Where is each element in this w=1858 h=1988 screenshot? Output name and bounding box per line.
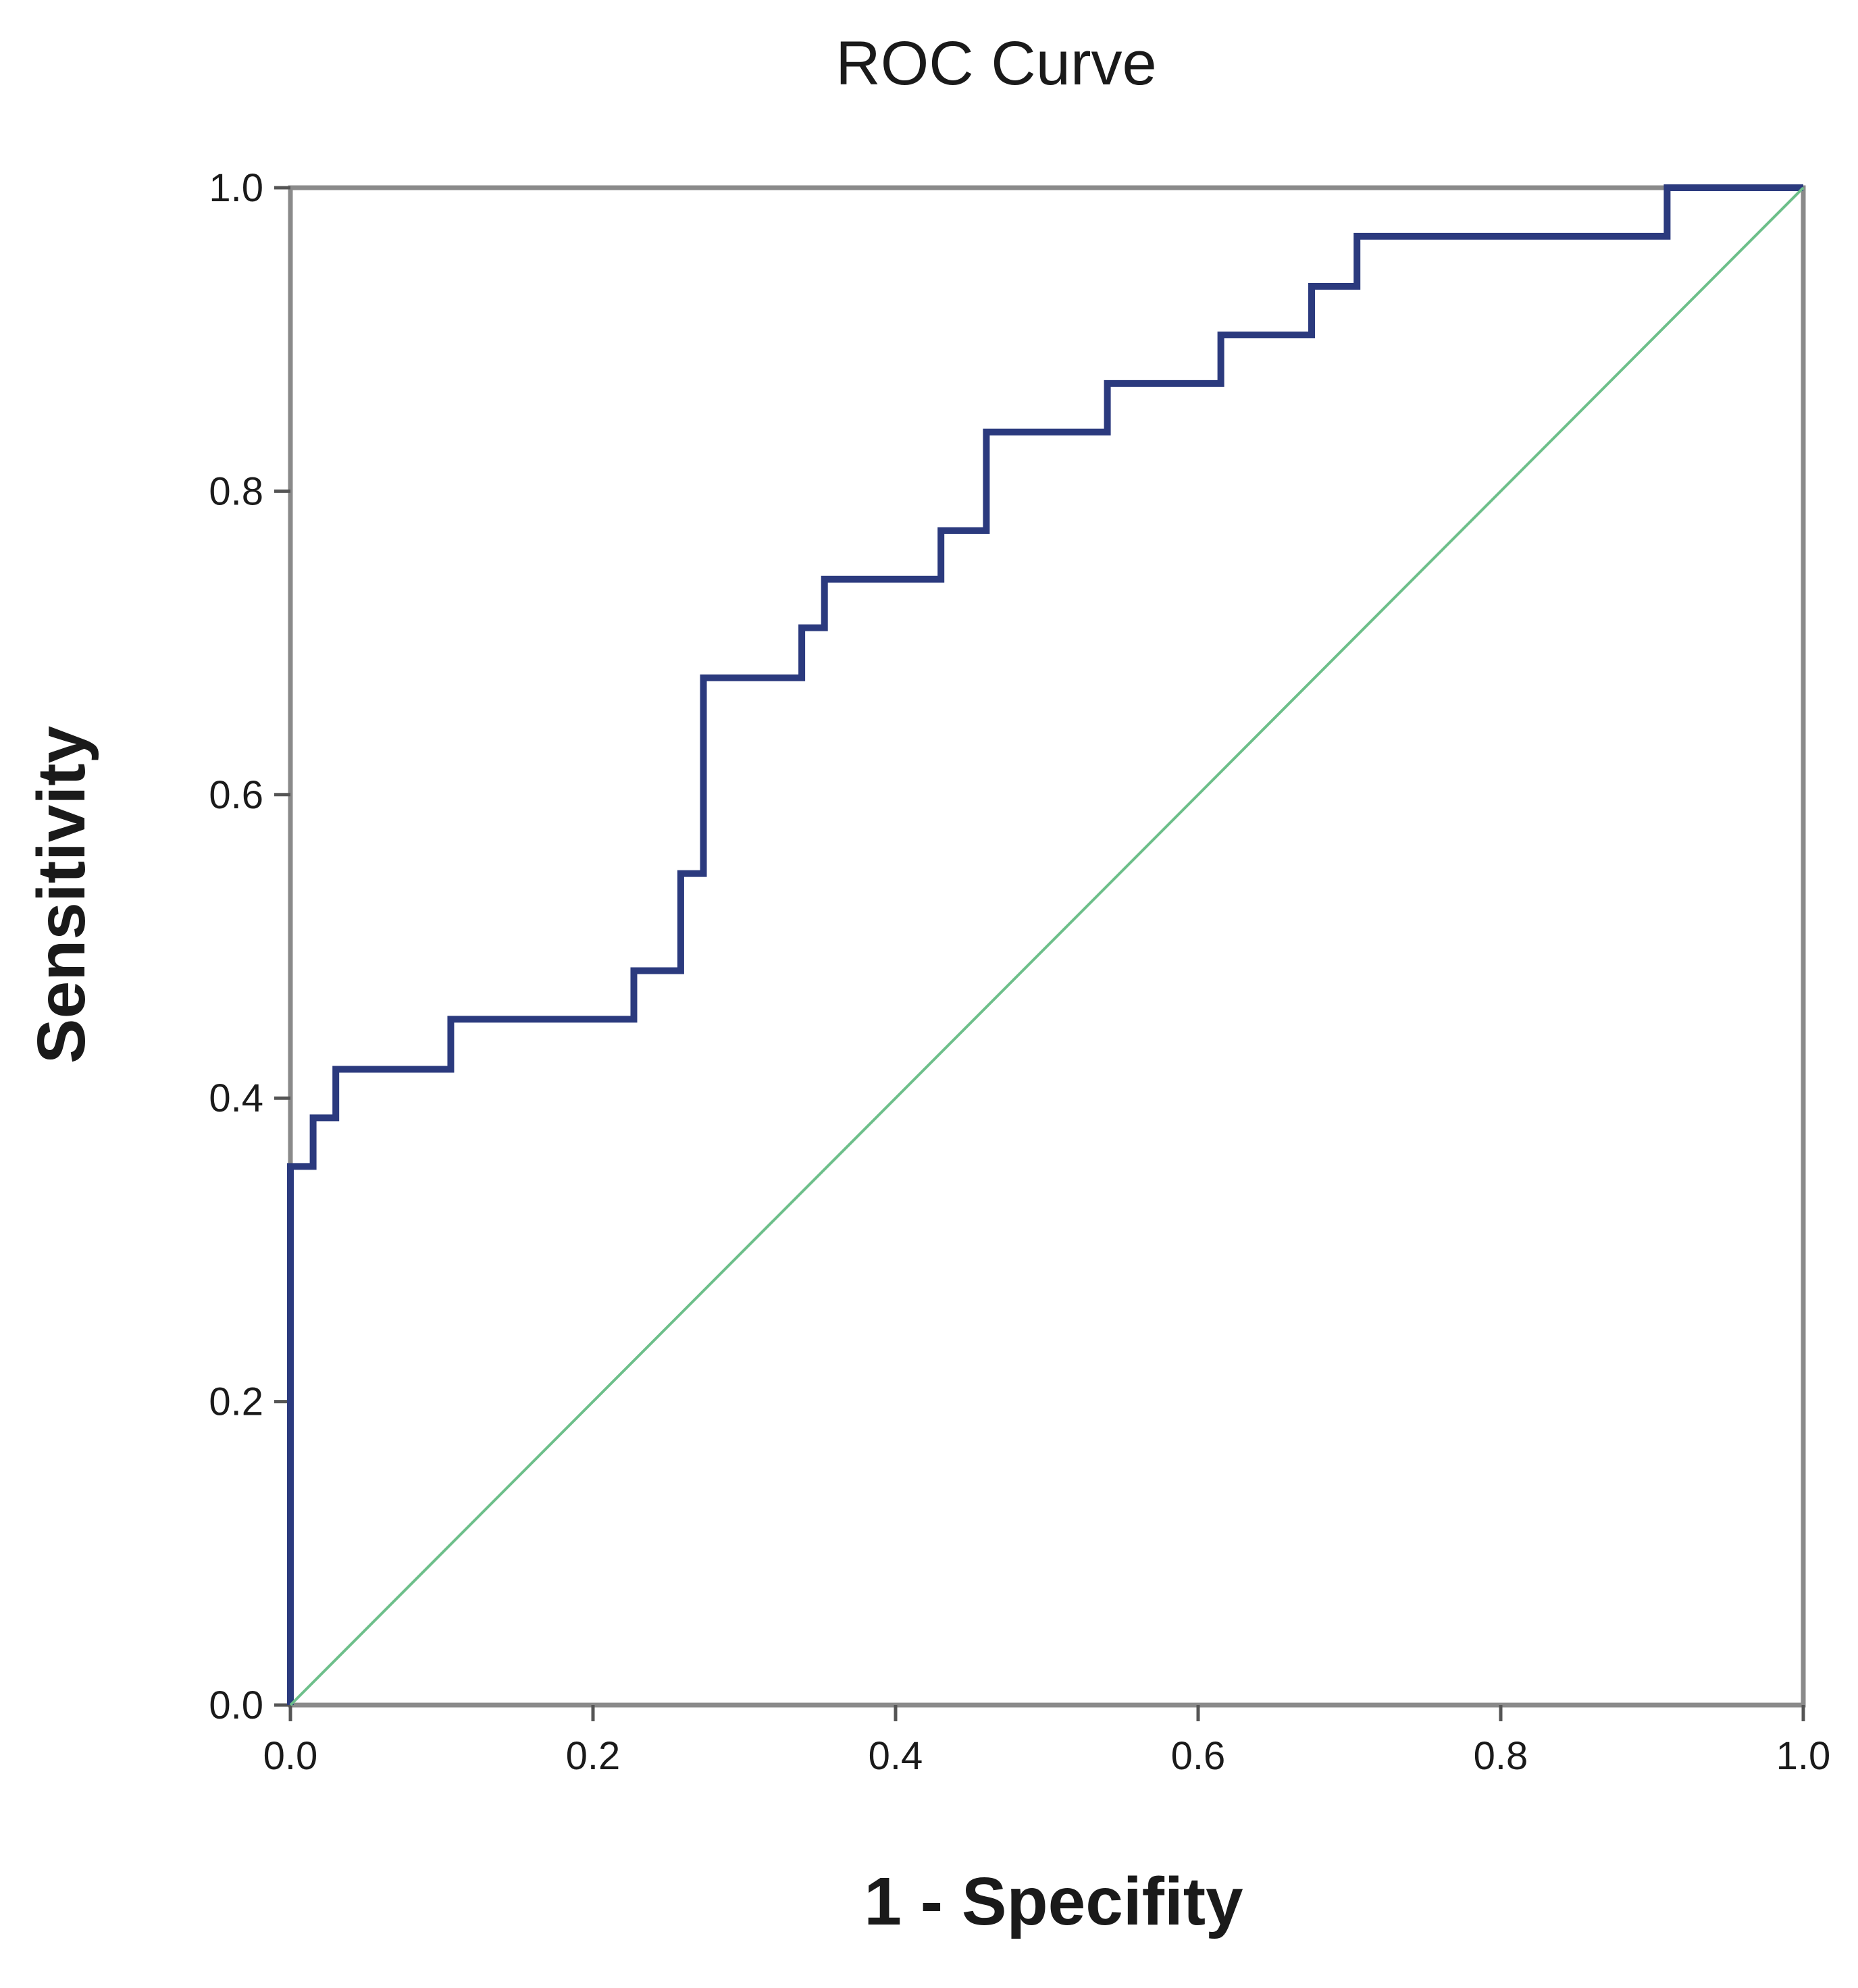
y-tick-label: 0.6 bbox=[209, 773, 263, 817]
plot-frame bbox=[288, 185, 1806, 1708]
y-tick-label: 1.0 bbox=[209, 166, 263, 210]
chart-title: ROC Curve bbox=[835, 29, 1156, 98]
y-axis-label: Sensitivity bbox=[24, 726, 99, 1064]
y-tick-label: 0.8 bbox=[209, 469, 263, 513]
x-tick-label: 0.6 bbox=[1171, 1734, 1226, 1778]
x-tick-label: 0.4 bbox=[869, 1734, 923, 1778]
x-axis-label: 1 - Specifity bbox=[864, 1864, 1243, 1939]
roc-curve bbox=[287, 184, 1803, 1705]
y-tick-label: 0.2 bbox=[209, 1380, 263, 1424]
reference-line bbox=[289, 186, 1805, 1706]
x-tick-label: 0.0 bbox=[263, 1734, 318, 1778]
y-tick-label: 0.0 bbox=[209, 1683, 263, 1727]
x-tick-label: 0.2 bbox=[566, 1734, 621, 1778]
y-tick-label: 0.4 bbox=[209, 1076, 263, 1120]
x-tick-label: 0.8 bbox=[1474, 1734, 1528, 1778]
x-tick-label: 1.0 bbox=[1776, 1734, 1831, 1778]
plot-area: 0.0 0.2 0.4 0.6 0.8 1.0 0.0 0.2 0.4 0.6 0.8 1.0 bbox=[209, 166, 1830, 1778]
